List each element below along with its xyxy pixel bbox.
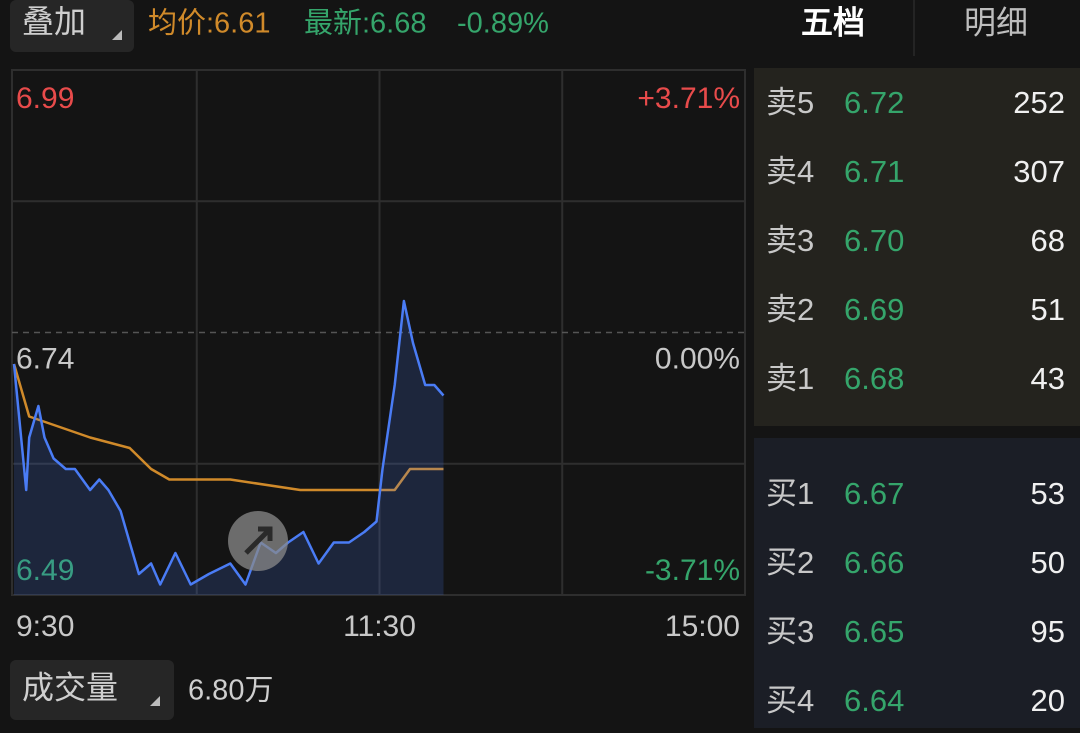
x-tick-label: 9:30: [16, 610, 74, 643]
x-tick-label: 15:00: [665, 610, 740, 643]
book-volume: 51: [1031, 292, 1065, 327]
book-volume: 43: [1031, 361, 1065, 396]
volume-button-label: 成交量: [22, 669, 118, 705]
book-price: 6.70: [844, 223, 904, 258]
book-price: 6.69: [844, 292, 904, 327]
x-tick-label: 11:30: [343, 610, 416, 643]
dropdown-icon: [112, 30, 122, 40]
book-price: 6.64: [844, 683, 904, 718]
book-label: 卖1: [766, 361, 814, 396]
book-label: 卖4: [766, 154, 814, 189]
book-volume: 95: [1031, 614, 1065, 649]
dropdown-icon: [150, 696, 160, 706]
tab[interactable]: 明细: [964, 4, 1028, 40]
avg-price: 均价:6.61: [148, 7, 271, 40]
book-volume: 252: [1013, 85, 1065, 120]
y-tick-label: 6.99: [16, 82, 74, 115]
float-icon: [244, 526, 273, 555]
price-area: [14, 301, 444, 595]
book-volume: 50: [1031, 545, 1065, 580]
book-price: 6.68: [844, 361, 904, 396]
book-label: 买1: [766, 476, 814, 511]
volume-value: 6.80万: [188, 675, 273, 707]
overlay-button[interactable]: [10, 0, 134, 52]
book-price: 6.65: [844, 614, 904, 649]
book-label: 买3: [766, 614, 814, 649]
book-volume: 20: [1031, 683, 1065, 718]
order-book: 卖5 6.72 252 卖4 6.71 307 卖3 6.70 68 卖2 6.69 51 卖1 6.68…: [766, 85, 1065, 718]
chart: 6.99 6.74 6.49 +3.71% 0.00% -3.71% 9:30 11:30 15…: [12, 70, 745, 643]
series-line: [12, 299, 445, 586]
y-tick-label: 6.49: [16, 554, 74, 587]
y2-tick-label: 0.00%: [655, 342, 740, 375]
sell-panel: [754, 68, 1080, 426]
book-label: 买2: [766, 545, 814, 580]
book-label: 卖3: [766, 223, 814, 258]
tab-active[interactable]: 五档: [801, 4, 865, 40]
y2-tick-label: -3.71%: [645, 554, 740, 587]
book-volume: 68: [1031, 223, 1065, 258]
latest-price: 最新:6.68: [304, 7, 427, 40]
book-label: 卖2: [766, 292, 814, 327]
book-price: 6.72: [844, 85, 904, 120]
y2-tick-label: +3.71%: [637, 82, 740, 115]
buy-panel: [754, 438, 1080, 728]
overlay-button-label: 叠加: [22, 3, 86, 39]
book-volume: 307: [1013, 154, 1065, 189]
series-line: [12, 363, 444, 492]
volume-button[interactable]: [10, 660, 174, 720]
book-volume: 53: [1031, 476, 1065, 511]
book-price: 6.67: [844, 476, 904, 511]
book-label: 买4: [766, 683, 814, 718]
change: -0.89%: [457, 8, 549, 40]
book-price: 6.71: [844, 154, 904, 189]
book-label: 卖5: [766, 85, 814, 120]
y-tick-label: 6.74: [16, 342, 74, 375]
book-price: 6.66: [844, 545, 904, 580]
